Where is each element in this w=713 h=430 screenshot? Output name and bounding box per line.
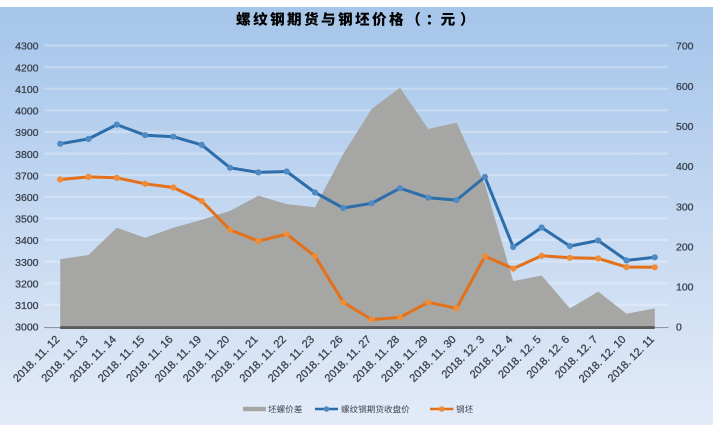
svg-text:4000: 4000 [15,106,39,118]
svg-text:3800: 3800 [15,149,39,161]
svg-text:0: 0 [676,322,682,334]
svg-text:200: 200 [676,241,694,253]
svg-text:3000: 3000 [15,322,39,334]
svg-text:3600: 3600 [15,192,39,204]
svg-text:3300: 3300 [15,257,39,269]
svg-text:3500: 3500 [15,214,39,226]
svg-text:4100: 4100 [15,84,39,96]
svg-text:700: 700 [676,41,694,53]
svg-text:3700: 3700 [15,170,39,182]
svg-text:300: 300 [676,201,694,213]
svg-text:3400: 3400 [15,235,39,247]
svg-text:500: 500 [676,121,694,133]
svg-text:4300: 4300 [15,41,39,53]
svg-text:4200: 4200 [15,62,39,74]
svg-text:3900: 3900 [15,127,39,139]
svg-text:600: 600 [676,81,694,93]
svg-text:3200: 3200 [15,279,39,291]
svg-text:100: 100 [676,282,694,294]
svg-text:3100: 3100 [15,300,39,312]
svg-text:400: 400 [676,161,694,173]
